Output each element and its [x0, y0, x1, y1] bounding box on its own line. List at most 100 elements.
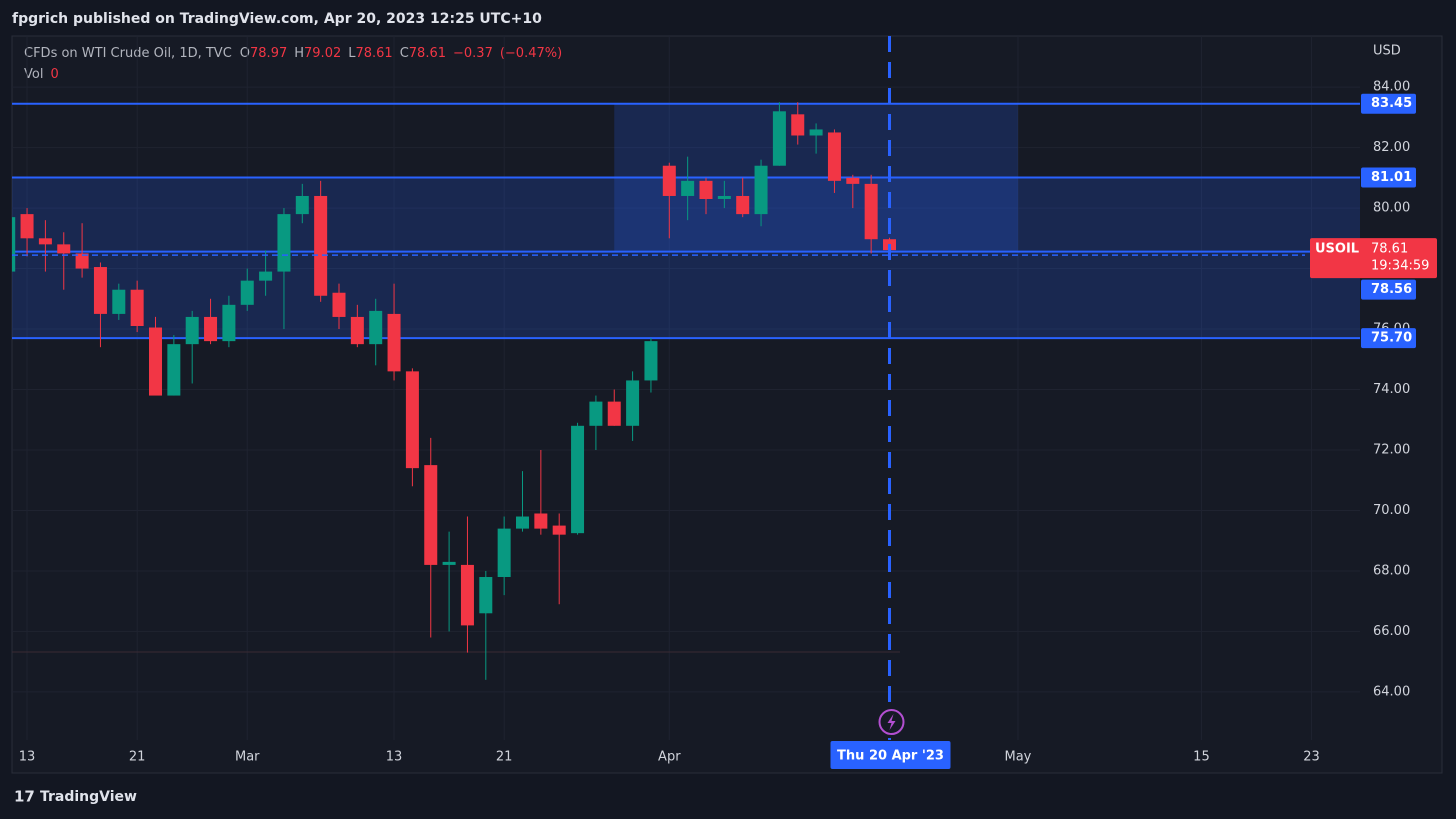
y-tick-label: 72.00	[1373, 442, 1410, 457]
candle-body	[12, 217, 16, 272]
candle-body	[57, 244, 71, 254]
chart-frame	[11, 35, 1443, 774]
legend-line: CFDs on WTI Crude Oil, 1D, TVC O78.97 H79.…	[24, 46, 562, 61]
x-tick-label: May	[1005, 750, 1032, 765]
candle-body	[369, 310, 383, 345]
candle-body	[626, 380, 640, 426]
candle-body	[38, 238, 52, 245]
zone	[12, 177, 1360, 339]
candle-body	[204, 316, 218, 342]
candle-body	[772, 111, 786, 166]
candle-body	[846, 177, 860, 184]
y-tick-label: 66.00	[1373, 624, 1410, 639]
candle-body	[699, 180, 713, 199]
candle-body	[240, 280, 254, 305]
legend-title: CFDs on WTI Crude Oil, 1D, TVC	[24, 46, 232, 61]
y-tick-label: 68.00	[1373, 563, 1410, 578]
y-tick-label: 82.00	[1373, 140, 1410, 155]
candle-body	[717, 195, 731, 199]
volume-label: Vol	[24, 67, 43, 82]
candle-body	[332, 292, 346, 317]
plot-area	[12, 36, 1360, 740]
x-tick-label: 21	[129, 750, 146, 765]
level-label: 81.01	[1371, 170, 1412, 185]
level-label-box	[1361, 167, 1416, 188]
x-tick-label: Apr	[658, 750, 681, 765]
candle-body	[552, 525, 566, 535]
candle-body	[864, 183, 878, 240]
candle-body	[497, 528, 511, 578]
candle-body	[442, 561, 456, 565]
legend-key: O	[240, 46, 250, 61]
volume-value: 0	[50, 67, 58, 82]
candle-body	[534, 513, 548, 529]
brand-logo: 𝟭𝟳	[14, 788, 35, 806]
x-tick-label: 21	[496, 750, 513, 765]
legend-key: C	[400, 46, 409, 61]
y-tick-label: 80.00	[1373, 201, 1410, 216]
candle-body	[405, 371, 419, 469]
candle-body	[130, 289, 144, 327]
candle-body	[314, 195, 328, 296]
level-label: 78.56	[1371, 282, 1412, 297]
legend: CFDs on WTI Crude Oil, 1D, TVC O78.97 H79.…	[24, 46, 562, 82]
candle-body	[277, 214, 291, 272]
level-label-box	[1361, 279, 1416, 300]
candle-body	[350, 316, 364, 345]
candle-body	[516, 516, 529, 529]
legend-change: −0.37	[453, 46, 493, 61]
legend-value: 78.97	[250, 46, 287, 61]
alert-bolt	[887, 714, 896, 730]
candle-body	[259, 271, 273, 281]
legend-change-pct: (−0.47%)	[500, 46, 562, 61]
crosshair-label: Thu 20 Apr '23	[837, 749, 944, 764]
candle-body	[93, 267, 107, 314]
candle-body	[167, 344, 181, 396]
candle-body	[662, 165, 676, 196]
symbol-label: USOIL	[1315, 242, 1359, 257]
price-tag-box	[1310, 238, 1437, 279]
candle-body	[681, 180, 695, 196]
y-tick-label: 84.00	[1373, 80, 1410, 95]
candle-body	[571, 425, 585, 534]
legend-key: L	[348, 46, 356, 61]
countdown-label: 19:34:59	[1371, 259, 1429, 274]
legend-value: 79.02	[304, 46, 341, 61]
last-price-label: 78.61	[1371, 242, 1408, 257]
level-label: 75.70	[1371, 331, 1412, 346]
currency: USD	[1373, 44, 1401, 59]
x-tick-label: 13	[386, 750, 403, 765]
candle-body	[827, 132, 841, 181]
candle-body	[607, 401, 621, 426]
y-tick-label: 74.00	[1373, 382, 1410, 397]
brand: TradingView	[40, 789, 137, 805]
level-label-box	[1361, 93, 1416, 114]
candle-body	[809, 129, 823, 136]
candle-body	[222, 304, 236, 342]
candle-body	[295, 195, 309, 215]
candle-body	[479, 577, 493, 614]
candle-body	[644, 341, 658, 381]
candle-body	[387, 313, 401, 372]
volume-line: Vol 0	[24, 67, 59, 82]
header-title: fpgrich published on TradingView.com, Ap…	[12, 11, 542, 27]
y-tick-label: 64.00	[1373, 684, 1410, 699]
candle-body	[424, 465, 438, 565]
candle-body	[20, 214, 34, 239]
candle-body	[736, 195, 750, 215]
x-tick-label: 13	[19, 750, 36, 765]
level-label-box	[1361, 328, 1416, 349]
legend-value: 78.61	[355, 46, 392, 61]
x-tick-label: 23	[1303, 750, 1320, 765]
x-tick-label: Mar	[235, 750, 260, 765]
candle-body	[112, 289, 126, 314]
y-tick-label: 70.00	[1373, 503, 1410, 518]
candle-body	[589, 401, 603, 426]
candle-body	[460, 564, 474, 626]
candle-body	[149, 327, 162, 396]
candle-body	[185, 316, 199, 345]
legend-key: H	[294, 46, 304, 61]
candle-body	[791, 114, 805, 136]
